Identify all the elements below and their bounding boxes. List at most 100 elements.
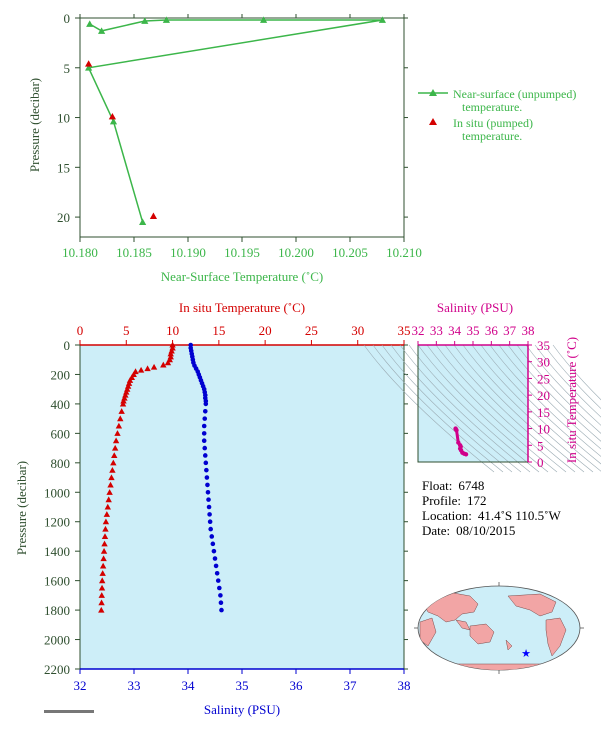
temperature-point bbox=[98, 606, 105, 613]
top-x-tick-label: 10.200 bbox=[278, 245, 314, 260]
location-label: Location: bbox=[422, 508, 472, 523]
salinity-point bbox=[203, 401, 209, 407]
sal-tick-label: 38 bbox=[398, 678, 411, 693]
profile-y-tick-label: 0 bbox=[64, 338, 71, 353]
legend-entry-1-line-2: temperature. bbox=[462, 100, 522, 114]
density-contour bbox=[399, 344, 531, 473]
temperature-point bbox=[111, 452, 118, 459]
new-zealand-landmass bbox=[505, 639, 513, 651]
near-surface-point bbox=[98, 27, 106, 34]
near-surface-point bbox=[141, 17, 149, 24]
salinity-point bbox=[213, 563, 219, 569]
sal-tick-label: 33 bbox=[128, 678, 141, 693]
profile-y-tick-label: 400 bbox=[51, 397, 71, 412]
temperature-point bbox=[107, 481, 114, 488]
top-x-tick-label: 10.210 bbox=[386, 245, 422, 260]
salinity-point bbox=[209, 534, 215, 539]
salinity-point bbox=[203, 460, 209, 466]
ts-y-tick-label: 25 bbox=[537, 371, 550, 386]
ts-x-tick-label: 32 bbox=[412, 323, 425, 338]
south-america-landmass bbox=[545, 617, 567, 657]
density-contour bbox=[390, 344, 522, 473]
sal-tick-label: 36 bbox=[290, 678, 304, 693]
salinity-point bbox=[205, 489, 211, 495]
temperature-point bbox=[167, 350, 174, 357]
density-contour bbox=[543, 344, 601, 409]
profile-y-tick-label: 1000 bbox=[44, 485, 70, 500]
density-contour bbox=[444, 344, 576, 473]
africa-landmass bbox=[419, 617, 437, 647]
temperature-point bbox=[137, 366, 145, 373]
temperature-point bbox=[169, 341, 176, 348]
profile-y-tick-label: 2200 bbox=[44, 662, 70, 677]
temperature-point bbox=[103, 511, 111, 517]
salinity-point bbox=[204, 467, 209, 473]
indonesia-landmass bbox=[455, 619, 471, 631]
temperature-point bbox=[99, 577, 106, 584]
map-frame-ticks bbox=[414, 582, 584, 674]
salinity-point bbox=[207, 519, 213, 525]
temperature-point bbox=[114, 430, 121, 436]
salinity-point bbox=[207, 512, 212, 517]
salinity-point bbox=[201, 438, 207, 444]
antarctica-landmass bbox=[429, 663, 571, 670]
salinity-point bbox=[206, 504, 212, 510]
ts-y-tick-label: 5 bbox=[537, 438, 544, 453]
date-value: 08/10/2015 bbox=[456, 523, 515, 538]
ts-x-tick-label: 34 bbox=[448, 323, 462, 338]
density-contour bbox=[534, 344, 601, 418]
temp-tick-label: 25 bbox=[305, 323, 318, 338]
legend-green-triangle bbox=[429, 89, 437, 96]
svg-text:Profile:172: Profile: 172 bbox=[422, 493, 487, 508]
density-contour bbox=[525, 344, 601, 426]
near-surface-point bbox=[260, 16, 268, 23]
in-situ-point bbox=[149, 212, 158, 219]
temperature-point bbox=[150, 363, 158, 370]
small-footer-mark bbox=[44, 710, 94, 713]
profile-y-axis-label: Pressure (decibar) bbox=[14, 461, 29, 555]
temperature-point bbox=[164, 359, 172, 366]
temp-tick-label: 0 bbox=[77, 323, 84, 338]
float-info: Float: 6748 Profile: 172 Location: 41.4˚S 1… bbox=[422, 478, 561, 538]
temperature-point bbox=[117, 415, 124, 422]
density-contour bbox=[363, 344, 495, 473]
profile-y-tick-label: 1200 bbox=[44, 515, 70, 530]
top-legend: Near-surface (unpumped) temperature. In … bbox=[418, 87, 576, 143]
temperature-point bbox=[105, 496, 112, 503]
temperature-point bbox=[109, 466, 116, 473]
density-contour bbox=[489, 344, 601, 457]
top-y-tick-label: 15 bbox=[57, 160, 70, 175]
density-contour bbox=[381, 344, 513, 473]
ts-x-tick-label: 33 bbox=[430, 323, 443, 338]
sal-tick-label: 35 bbox=[236, 678, 249, 693]
ts-point bbox=[454, 428, 459, 433]
in-situ-point bbox=[108, 112, 116, 120]
profile-y-tick-label: 2000 bbox=[44, 633, 70, 648]
svg-text:Location:41.4˚S 110.5˚W: Location: 41.4˚S 110.5˚W bbox=[422, 508, 561, 523]
density-contour bbox=[507, 344, 601, 442]
australia-landmass bbox=[469, 623, 495, 645]
salinity-point bbox=[206, 497, 211, 502]
top-y-tick-label: 10 bbox=[57, 111, 70, 126]
density-contour bbox=[552, 344, 601, 401]
float-location-star-icon: ★ bbox=[521, 648, 531, 660]
profile-plot-background bbox=[80, 345, 404, 669]
top-x-axis-label: Near-Surface Temperature (˚C) bbox=[161, 269, 323, 284]
temp-tick-label: 30 bbox=[351, 323, 364, 338]
salinity-point bbox=[208, 526, 213, 532]
near-surface-point bbox=[378, 16, 386, 23]
world-map: ★ bbox=[414, 582, 584, 674]
near-surface-chart: 10.180 10.185 10.190 10.195 10.200 10.205 10.2… bbox=[27, 11, 576, 284]
salinity-point bbox=[218, 600, 224, 606]
legend-red-triangle bbox=[429, 118, 437, 125]
profile-y-tick-label: 1400 bbox=[44, 544, 70, 559]
density-contour bbox=[453, 344, 585, 473]
ts-y-tick-label: 30 bbox=[537, 355, 550, 370]
density-contours bbox=[363, 344, 601, 473]
salinity-point bbox=[211, 548, 217, 554]
svg-text:Float:6748: Float: 6748 bbox=[422, 478, 484, 493]
temp-tick-label: 35 bbox=[398, 323, 411, 338]
profile-chart: 0 5 10 15 20 25 30 35 32 33 34 35 36 37 38 0 200 400 600 80… bbox=[14, 300, 411, 717]
